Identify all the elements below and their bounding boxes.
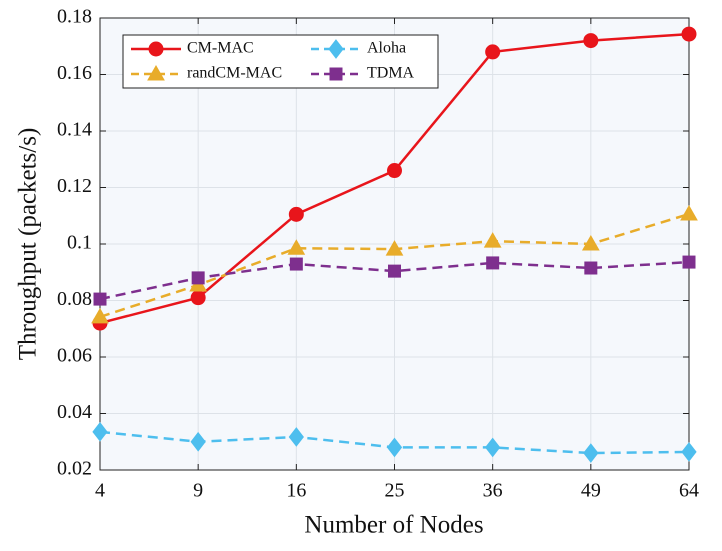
- y-tick-label: 0.04: [57, 401, 92, 423]
- y-tick-label: 0.14: [57, 119, 92, 141]
- marker: [681, 442, 697, 462]
- x-tick-label: 64: [679, 480, 699, 502]
- legend-label: TDMA: [367, 65, 415, 82]
- y-tick-label: 0.08: [57, 288, 92, 310]
- y-tick-label: 0.12: [57, 175, 92, 197]
- y-tick-label: 0.02: [57, 458, 92, 480]
- x-tick-label: 25: [385, 480, 405, 502]
- plot-frame: [99, 17, 690, 471]
- marker: [288, 206, 304, 222]
- marker: [287, 239, 306, 255]
- marker: [385, 240, 404, 256]
- marker: [581, 234, 600, 251]
- marker: [289, 257, 303, 271]
- x-tick-label: 4: [95, 480, 105, 502]
- marker: [485, 44, 501, 60]
- x-tick-label: 9: [193, 480, 203, 502]
- marker: [680, 205, 698, 221]
- marker: [583, 443, 599, 463]
- marker: [329, 67, 343, 81]
- marker: [483, 232, 502, 248]
- marker: [91, 307, 109, 324]
- marker: [584, 261, 598, 275]
- marker: [388, 264, 401, 278]
- marker: [681, 26, 697, 42]
- marker: [191, 271, 205, 285]
- x-axis-title: Number of Nodes: [304, 512, 483, 539]
- y-tick-label: 0.16: [57, 62, 92, 84]
- marker: [386, 437, 403, 458]
- x-tick-label: 36: [483, 480, 503, 502]
- marker: [387, 163, 402, 179]
- legend-box: [122, 34, 439, 89]
- marker: [682, 255, 696, 269]
- legend-label: Aloha: [367, 40, 406, 57]
- marker: [93, 292, 107, 306]
- marker: [288, 427, 304, 447]
- x-tick-label: 49: [581, 480, 601, 502]
- marker: [92, 422, 108, 442]
- y-axis-title: Throughput (packets/s): [15, 128, 42, 361]
- marker: [148, 41, 164, 57]
- marker: [328, 39, 344, 59]
- x-tick-label: 16: [286, 480, 306, 502]
- legend-label: randCM-MAC: [187, 65, 282, 82]
- marker: [485, 437, 501, 458]
- marker: [147, 64, 165, 81]
- y-tick-label: 0.1: [67, 232, 92, 254]
- y-tick-label: 0.06: [57, 345, 92, 367]
- legend-label: CM-MAC: [187, 40, 254, 57]
- marker: [583, 33, 599, 49]
- marker: [190, 290, 206, 306]
- marker: [486, 256, 500, 270]
- marker: [190, 431, 206, 452]
- y-tick-label: 0.18: [57, 6, 92, 28]
